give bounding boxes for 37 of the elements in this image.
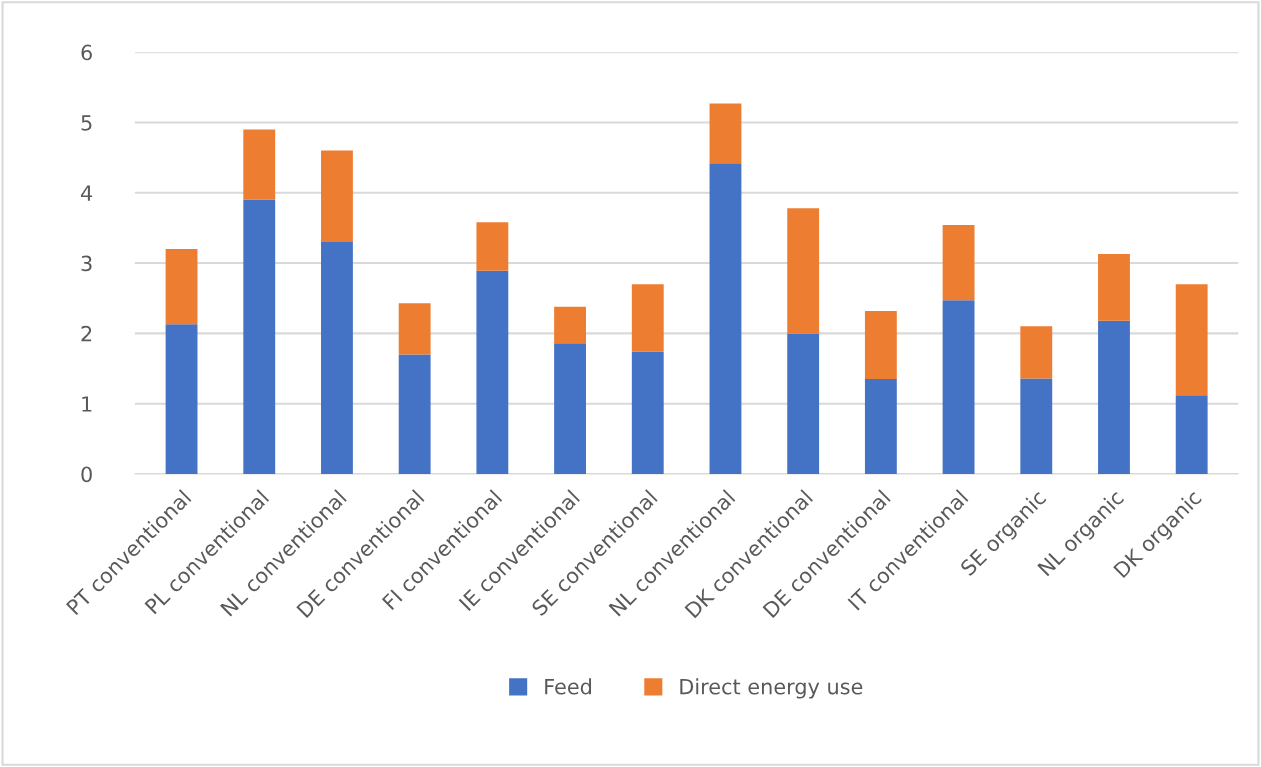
bar [631, 284, 664, 352]
bar [709, 163, 742, 475]
y-tick-label: 6 [81, 44, 92, 61]
bar [942, 300, 975, 475]
y-tick-label: 1 [82, 396, 92, 412]
bar [321, 241, 353, 475]
bar [243, 199, 276, 475]
bar [1020, 378, 1053, 475]
bar [321, 150, 353, 242]
bar [1098, 253, 1130, 321]
y-tick-label: 4 [81, 185, 93, 201]
bar [243, 129, 276, 200]
bar [1175, 395, 1208, 475]
legend-label: Feed [545, 678, 591, 695]
bar [165, 249, 198, 325]
y-tick-label: 3 [81, 255, 92, 272]
y-tick-label: 0 [81, 466, 92, 483]
y-tick-label: 2 [81, 325, 92, 342]
bar [554, 343, 586, 475]
bar [165, 324, 198, 475]
bar [1098, 320, 1130, 475]
bar [631, 351, 664, 475]
bar [476, 222, 509, 271]
bar [709, 103, 742, 164]
bar [787, 333, 820, 475]
bar [787, 208, 820, 334]
bar [1175, 284, 1208, 396]
bar [476, 270, 509, 475]
bar [554, 306, 586, 344]
bar [864, 310, 897, 380]
legend-label: Direct energy use [680, 678, 863, 699]
bar [942, 225, 975, 301]
bar [398, 303, 431, 355]
bar [864, 379, 897, 475]
bar [398, 354, 431, 475]
y-tick-label: 5 [81, 115, 92, 131]
bar [1020, 326, 1053, 379]
